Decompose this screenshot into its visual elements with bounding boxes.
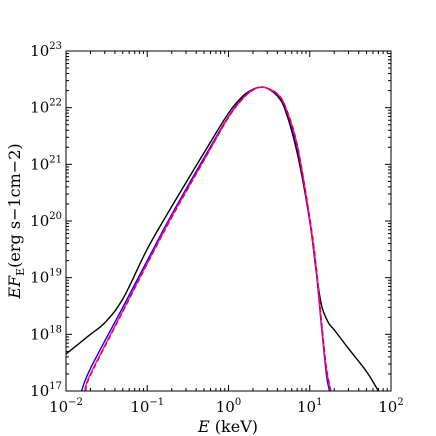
x-axis-label: E (keV)	[197, 417, 258, 436]
x-tick-label: 100	[216, 397, 241, 416]
y-tick-label: 1017	[30, 381, 62, 400]
y-tick-label: 1021	[30, 154, 62, 173]
series-layer	[66, 86, 380, 391]
x-tick-label: 101	[297, 397, 322, 416]
y-tick-label: 1022	[30, 98, 62, 117]
plot-frame	[65, 50, 392, 392]
y-tick-label: 1018	[30, 324, 62, 343]
y-axis-label: EFE(erg s−1cm−2)	[5, 143, 27, 299]
y-tick-label: 1023	[30, 41, 62, 60]
series-line-3	[85, 86, 332, 391]
x-tick-label: 102	[378, 397, 403, 416]
series-line-0	[66, 86, 380, 391]
series-line-2	[84, 86, 332, 391]
tick-label-layer: 10−2 10−1 100 101 102 1017 1018 1019 1020 1021 102…	[30, 41, 404, 416]
y-tick-label: 1020	[30, 211, 62, 230]
y-tick-label: 1019	[30, 268, 62, 287]
x-tick-label: 10−1	[130, 397, 164, 416]
x-tick-label: 10−2	[49, 397, 83, 416]
